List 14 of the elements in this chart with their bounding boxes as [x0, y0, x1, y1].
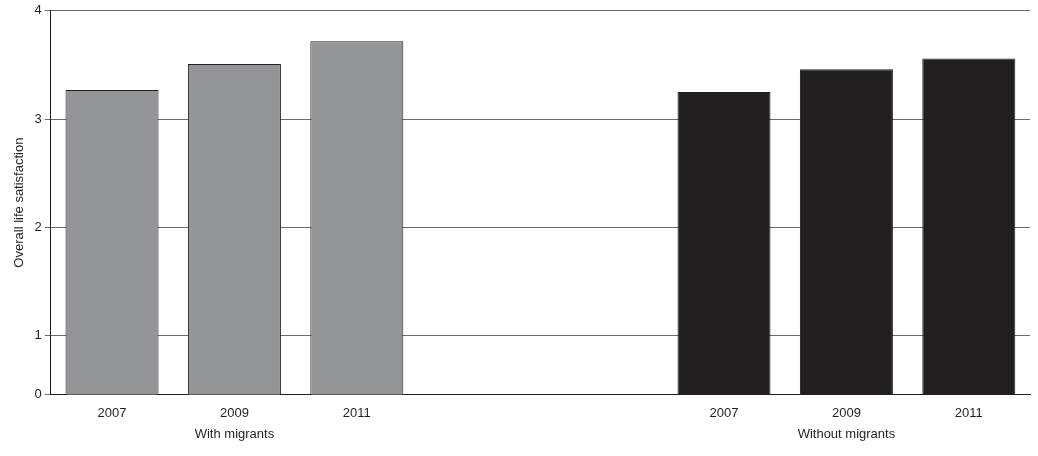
y-axis-title: Overall life satisfaction	[11, 137, 27, 268]
x-tick-label: 2007	[97, 404, 127, 420]
y-tick-label: 4	[34, 2, 42, 18]
series-label: Without migrants	[797, 426, 896, 442]
x-tick-label: 2007	[709, 404, 739, 420]
y-tick-label: 1	[34, 327, 42, 343]
y-tick-label: 2	[34, 219, 42, 235]
x-tick-label: 2009	[831, 404, 861, 420]
y-tick-label: 0	[34, 385, 42, 401]
x-tick-label: 2011	[342, 404, 371, 420]
y-tick-label: 3	[34, 110, 42, 126]
x-tick-label: 2011	[954, 404, 983, 420]
x-tick-label: 2009	[219, 404, 249, 420]
series-label: With migrants	[194, 426, 275, 442]
